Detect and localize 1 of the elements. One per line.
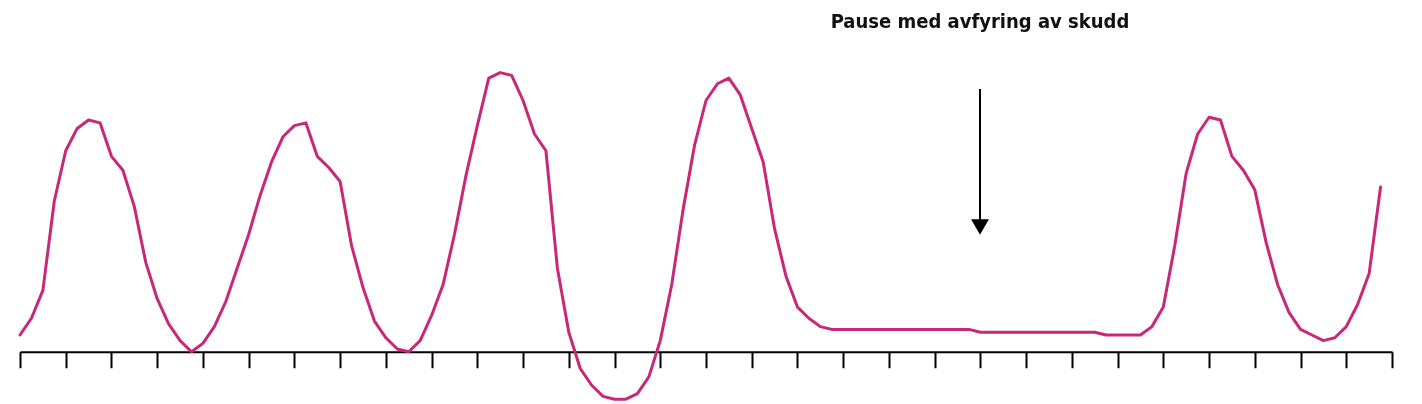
text: Pause med avfyring av skudd [830, 9, 1130, 33]
